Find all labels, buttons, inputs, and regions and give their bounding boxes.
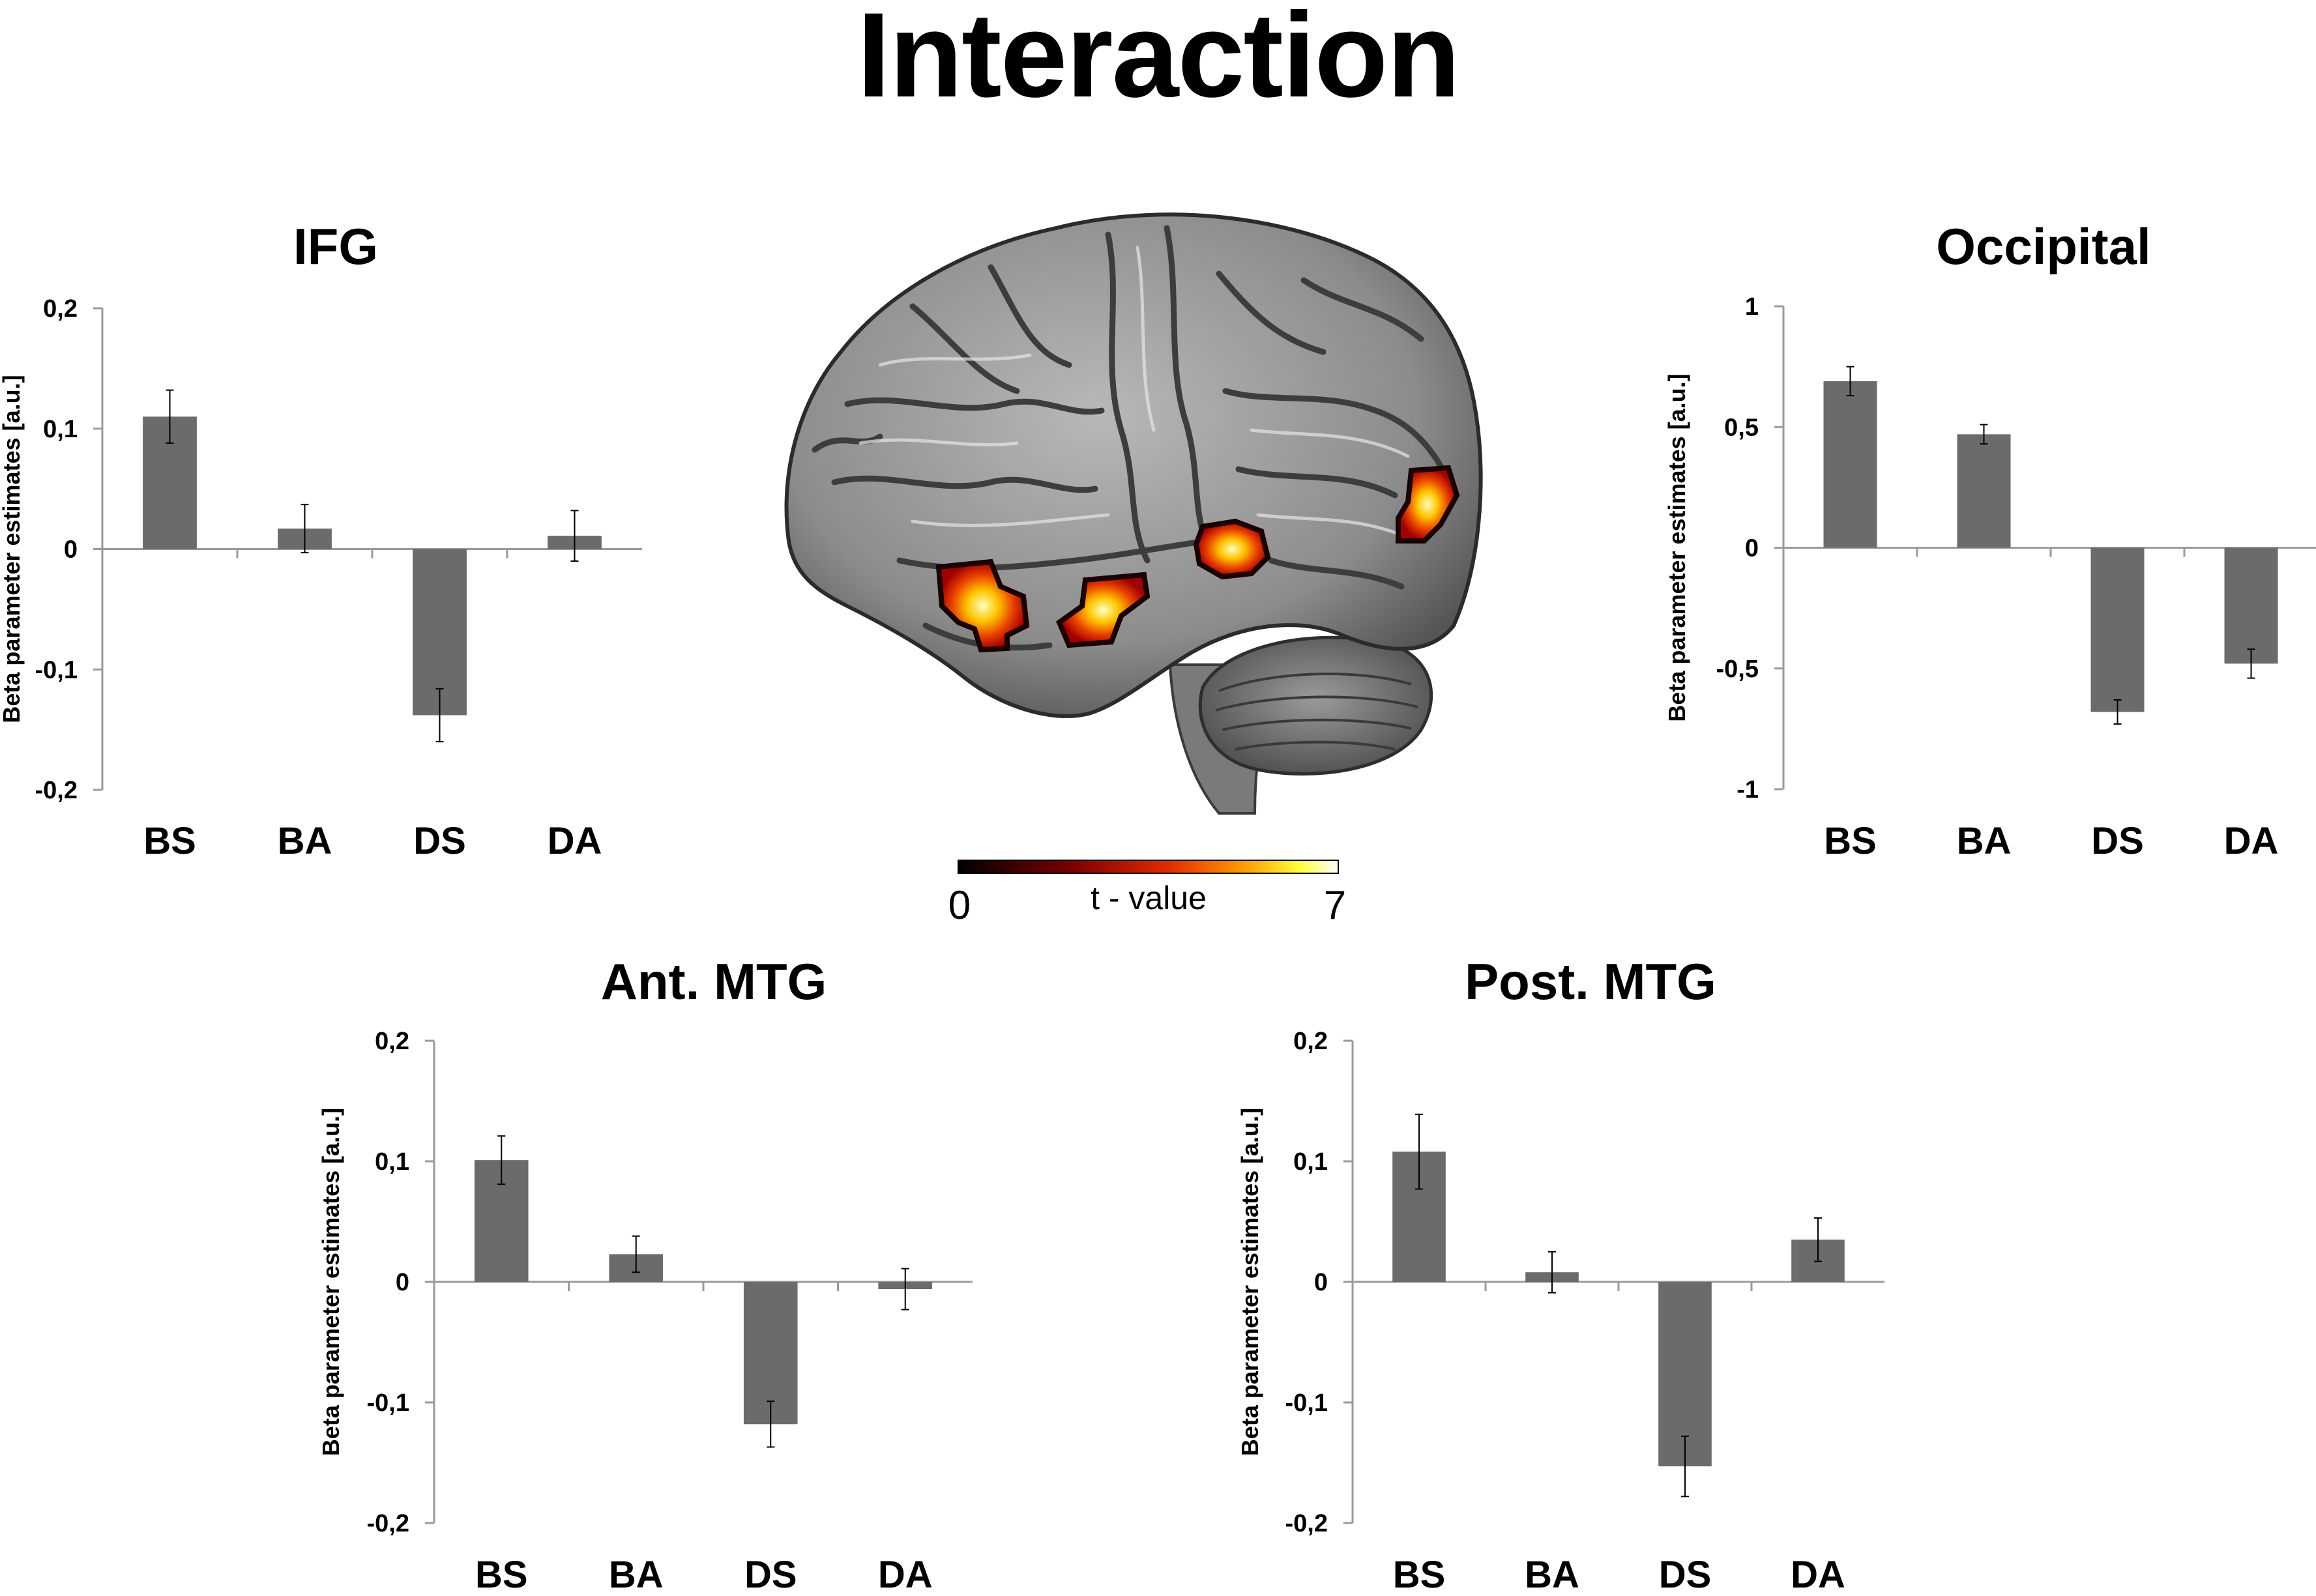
y-tick-label: -0,1 xyxy=(35,656,78,684)
panel-occipital: Occipital Beta parameter estimates [a.u.]… xyxy=(1664,218,2316,862)
x-category-label: DS xyxy=(1659,1554,1712,1596)
x-category-label: DA xyxy=(878,1554,933,1596)
y-tick-label: -0,5 xyxy=(1716,656,1759,683)
x-category-label: DA xyxy=(548,820,602,862)
panel-title: Ant. MTG xyxy=(601,953,827,1010)
activation-clusters xyxy=(935,465,1460,653)
y-axis-label: Beta parameter estimates [a.u.] xyxy=(1237,1108,1263,1456)
x-category-label: BS xyxy=(1393,1554,1446,1596)
y-tick-label: -0,1 xyxy=(367,1389,409,1417)
colorbar: 0 t - value 7 xyxy=(948,860,1346,928)
x-category-label: BA xyxy=(1525,1554,1579,1596)
panel-ant-mtg: Ant. MTG Beta parameter estimates [a.u.] 0… xyxy=(317,953,973,1596)
y-tick-label: 0 xyxy=(1745,535,1759,562)
cluster-ant-mtg xyxy=(1056,572,1151,648)
brain-rendering xyxy=(784,212,1483,815)
bar xyxy=(743,1282,798,1425)
x-category-label: DA xyxy=(2224,820,2279,862)
x-category-label: DS xyxy=(2091,820,2144,862)
y-tick-label: 0 xyxy=(64,536,78,564)
y-tick-label: -1 xyxy=(1737,776,1759,804)
y-tick-label: 0 xyxy=(1314,1269,1328,1296)
y-axis-label: Beta parameter estimates [a.u.] xyxy=(1664,373,1690,721)
y-tick-label: -0,2 xyxy=(35,777,78,804)
y-tick-label: 0,2 xyxy=(1293,1028,1328,1055)
panel-title: IFG xyxy=(293,218,378,275)
y-tick-label: 0,2 xyxy=(43,295,78,323)
cerebellum xyxy=(1198,635,1433,776)
cluster-occipital xyxy=(1396,465,1460,544)
cerebellum-folia xyxy=(1215,673,1418,751)
bar xyxy=(413,549,467,716)
y-tick-label: 0,1 xyxy=(375,1148,409,1176)
bar xyxy=(2224,547,2278,664)
cluster-post-mtg xyxy=(1193,518,1271,580)
y-tick-label: 1 xyxy=(1745,293,1759,321)
x-category-label: DA xyxy=(1791,1554,1845,1596)
y-axis-label: Beta parameter estimates [a.u.] xyxy=(317,1108,344,1456)
bar xyxy=(1823,381,1877,548)
x-category-label: DS xyxy=(744,1554,797,1596)
cluster-ifg xyxy=(935,559,1030,653)
x-category-label: BS xyxy=(1824,820,1877,862)
y-tick-label: 0,2 xyxy=(375,1028,409,1055)
x-category-label: BS xyxy=(475,1554,528,1596)
sulci xyxy=(812,225,1457,651)
y-tick-label: -0,1 xyxy=(1285,1389,1328,1417)
y-tick-label: -0,2 xyxy=(367,1510,409,1537)
panel-ifg: IFG Beta parameter estimates [a.u.] 0,2 0,1… xyxy=(0,218,642,862)
y-tick-label: -0,2 xyxy=(1285,1510,1328,1537)
y-tick-label: 0,5 xyxy=(1724,414,1759,441)
colorbar-min-label: 0 xyxy=(948,883,971,928)
gyri-highlights xyxy=(858,246,1416,543)
bar xyxy=(1957,434,2011,548)
colorbar-max-label: 7 xyxy=(1324,883,1346,928)
panel-post-mtg: Post. MTG Beta parameter estimates [a.u.]… xyxy=(1237,953,1884,1596)
y-tick-label: 0 xyxy=(396,1269,409,1296)
panel-title: Occipital xyxy=(1936,218,2150,275)
colorbar-title: t - value xyxy=(1091,880,1207,916)
colorbar-gradient xyxy=(958,860,1339,874)
x-category-label: BA xyxy=(278,820,332,862)
y-axis-label: Beta parameter estimates [a.u.] xyxy=(0,375,25,723)
y-tick-label: 0,1 xyxy=(43,416,78,443)
x-category-label: BA xyxy=(609,1554,664,1596)
figure-title: Interaction xyxy=(857,0,1461,123)
x-category-label: BA xyxy=(1957,820,2012,862)
x-category-label: BS xyxy=(143,820,196,862)
x-category-label: DS xyxy=(413,820,466,862)
bar xyxy=(2090,547,2145,712)
cerebrum xyxy=(784,212,1483,718)
panel-title: Post. MTG xyxy=(1465,953,1716,1010)
y-tick-label: 0,1 xyxy=(1293,1148,1328,1176)
